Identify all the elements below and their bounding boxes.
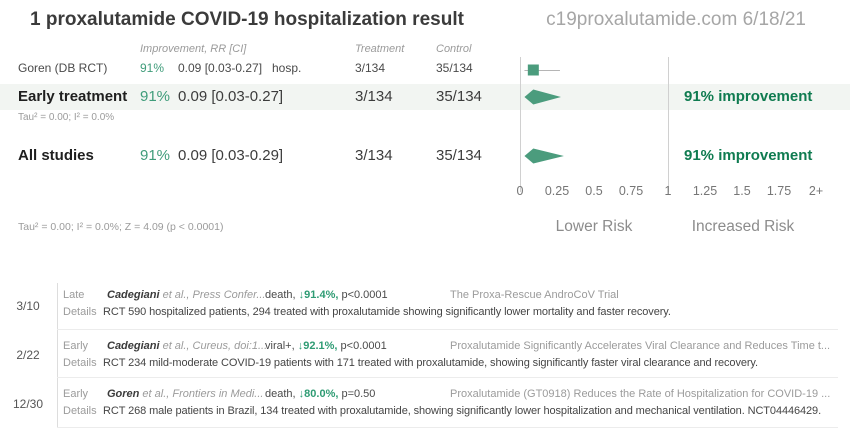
- early-improvement: 91%: [140, 88, 171, 105]
- source-site-link[interactable]: c19proxalutamide.com 6/18/21: [546, 9, 806, 30]
- study-author: Goren: [107, 388, 140, 400]
- axis-tick-label: 0.25: [544, 184, 570, 198]
- study-title-link[interactable]: Proxalutamide Significantly Accelerates …: [450, 340, 831, 352]
- study-effect-value: ↓80.0%,: [298, 388, 339, 400]
- all-studies-label: All studies: [18, 147, 94, 164]
- details-label: Details: [63, 405, 97, 417]
- study-author: Cadegiani: [107, 289, 160, 301]
- heterogeneity-footnote: Tau² = 0.00; I² = 0.0%; Z = 4.09 (p < 0.…: [18, 221, 224, 233]
- study-name[interactable]: Goren (DB RCT): [18, 61, 108, 75]
- study-outcome: hosp.: [272, 61, 302, 75]
- study-stage: Early: [63, 340, 89, 352]
- study-details: RCT 268 male patients in Brazil, 134 tre…: [103, 405, 822, 417]
- study-citation-link[interactable]: Goren et al., Frontiers in Medi...: [107, 388, 263, 400]
- axis-tick-label: 0: [516, 184, 524, 198]
- all-improvement: 91%: [140, 147, 171, 164]
- details-label: Details: [63, 357, 97, 369]
- summary-diamond: [524, 148, 564, 164]
- study-rr-ci: 0.09 [0.03-0.27]: [178, 61, 263, 75]
- axis-tick-label: 1.75: [766, 184, 792, 198]
- study-outcome: death,: [265, 289, 296, 301]
- study-p-value: p<0.0001: [341, 289, 388, 301]
- study-date: 3/10: [16, 298, 40, 313]
- study-citation: et al., Press Confer...: [162, 289, 266, 301]
- row-divider: [57, 427, 838, 428]
- column-header-control: Control: [436, 43, 472, 55]
- study-improvement: 91%: [140, 61, 165, 75]
- study-effect: viral+, ↓92.1%, p<0.0001: [265, 340, 387, 352]
- study-stage: Early: [63, 388, 89, 400]
- point-estimate-square: [527, 64, 539, 76]
- study-effect-value: ↓92.1%,: [297, 340, 338, 352]
- axis-label-increased-risk: Increased Risk: [691, 218, 795, 235]
- early-rr-ci: 0.09 [0.03-0.27]: [178, 88, 284, 105]
- early-treatment-label: Early treatment: [18, 88, 128, 105]
- axis-tick-label: 1: [664, 184, 672, 198]
- axis-tick-label: 1.25: [692, 184, 718, 198]
- study-outcome: death,: [265, 388, 296, 400]
- early-treatment-highlight-band: [0, 84, 850, 110]
- study-list-row: 2/22 Early Cadegiani et al., Cureus, doi:…: [0, 332, 850, 378]
- all-treatment-count: 3/134: [355, 147, 393, 164]
- study-p-value: p=0.50: [341, 388, 376, 400]
- early-result-text: 91% improvement: [684, 88, 813, 105]
- study-p-value: p<0.0001: [340, 340, 387, 352]
- page-title: 1 proxalutamide COVID-19 hospitalization…: [30, 9, 464, 30]
- axis-label-lower-risk: Lower Risk: [555, 218, 633, 235]
- all-control-count: 35/134: [436, 147, 482, 164]
- forest-plot-svg: [520, 57, 669, 192]
- study-list-row: 12/30 Early Goren et al., Frontiers in Me…: [0, 380, 850, 428]
- study-title-link[interactable]: The Proxa-Rescue AndroCoV Trial: [450, 289, 619, 301]
- axis-tick-label: 2+: [808, 184, 824, 198]
- study-details: RCT 234 mild-moderate COVID-19 patients …: [103, 357, 758, 369]
- study-effect-value: ↓91.4%,: [298, 289, 339, 301]
- study-citation-link[interactable]: Cadegiani et al., Press Confer...: [107, 289, 266, 301]
- study-effect: death, ↓91.4%, p<0.0001: [265, 289, 388, 301]
- study-outcome: viral+,: [265, 340, 295, 352]
- column-header-treatment: Treatment: [355, 43, 405, 55]
- row-divider: [57, 377, 838, 378]
- study-treatment-count: 3/134: [355, 61, 386, 75]
- early-control-count: 35/134: [436, 88, 482, 105]
- early-treatment-count: 3/134: [355, 88, 393, 105]
- study-list-row: 3/10 Late Cadegiani et al., Press Confer.…: [0, 281, 850, 330]
- early-heterogeneity-note: Tau² = 0.00; I² = 0.0%: [18, 112, 115, 123]
- axis-tick-label: 0.75: [618, 184, 644, 198]
- study-citation: et al., Frontiers in Medi...: [142, 388, 264, 400]
- study-date: 12/30: [12, 397, 44, 411]
- study-effect: death, ↓80.0%, p=0.50: [265, 388, 375, 400]
- study-citation: et al., Cureus, doi:1...: [162, 340, 268, 352]
- axis-tick-label: 0.5: [585, 184, 603, 198]
- details-label: Details: [63, 306, 97, 318]
- all-rr-ci: 0.09 [0.03-0.29]: [178, 147, 284, 164]
- axis-tick-label: 1.5: [733, 184, 751, 198]
- column-header-improvement: Improvement, RR [CI]: [140, 43, 247, 55]
- row-divider: [57, 329, 838, 330]
- study-author: Cadegiani: [107, 340, 160, 352]
- study-list-divider-line: [57, 283, 58, 428]
- study-stage: Late: [63, 289, 85, 301]
- study-control-count: 35/134: [436, 61, 473, 75]
- study-citation-link[interactable]: Cadegiani et al., Cureus, doi:1...: [107, 340, 267, 352]
- all-result-text: 91% improvement: [684, 147, 813, 164]
- study-title-link[interactable]: Proxalutamide (GT0918) Reduces the Rate …: [450, 388, 831, 400]
- study-details: RCT 590 hospitalized patients, 294 treat…: [103, 306, 671, 318]
- study-date: 2/22: [16, 348, 40, 362]
